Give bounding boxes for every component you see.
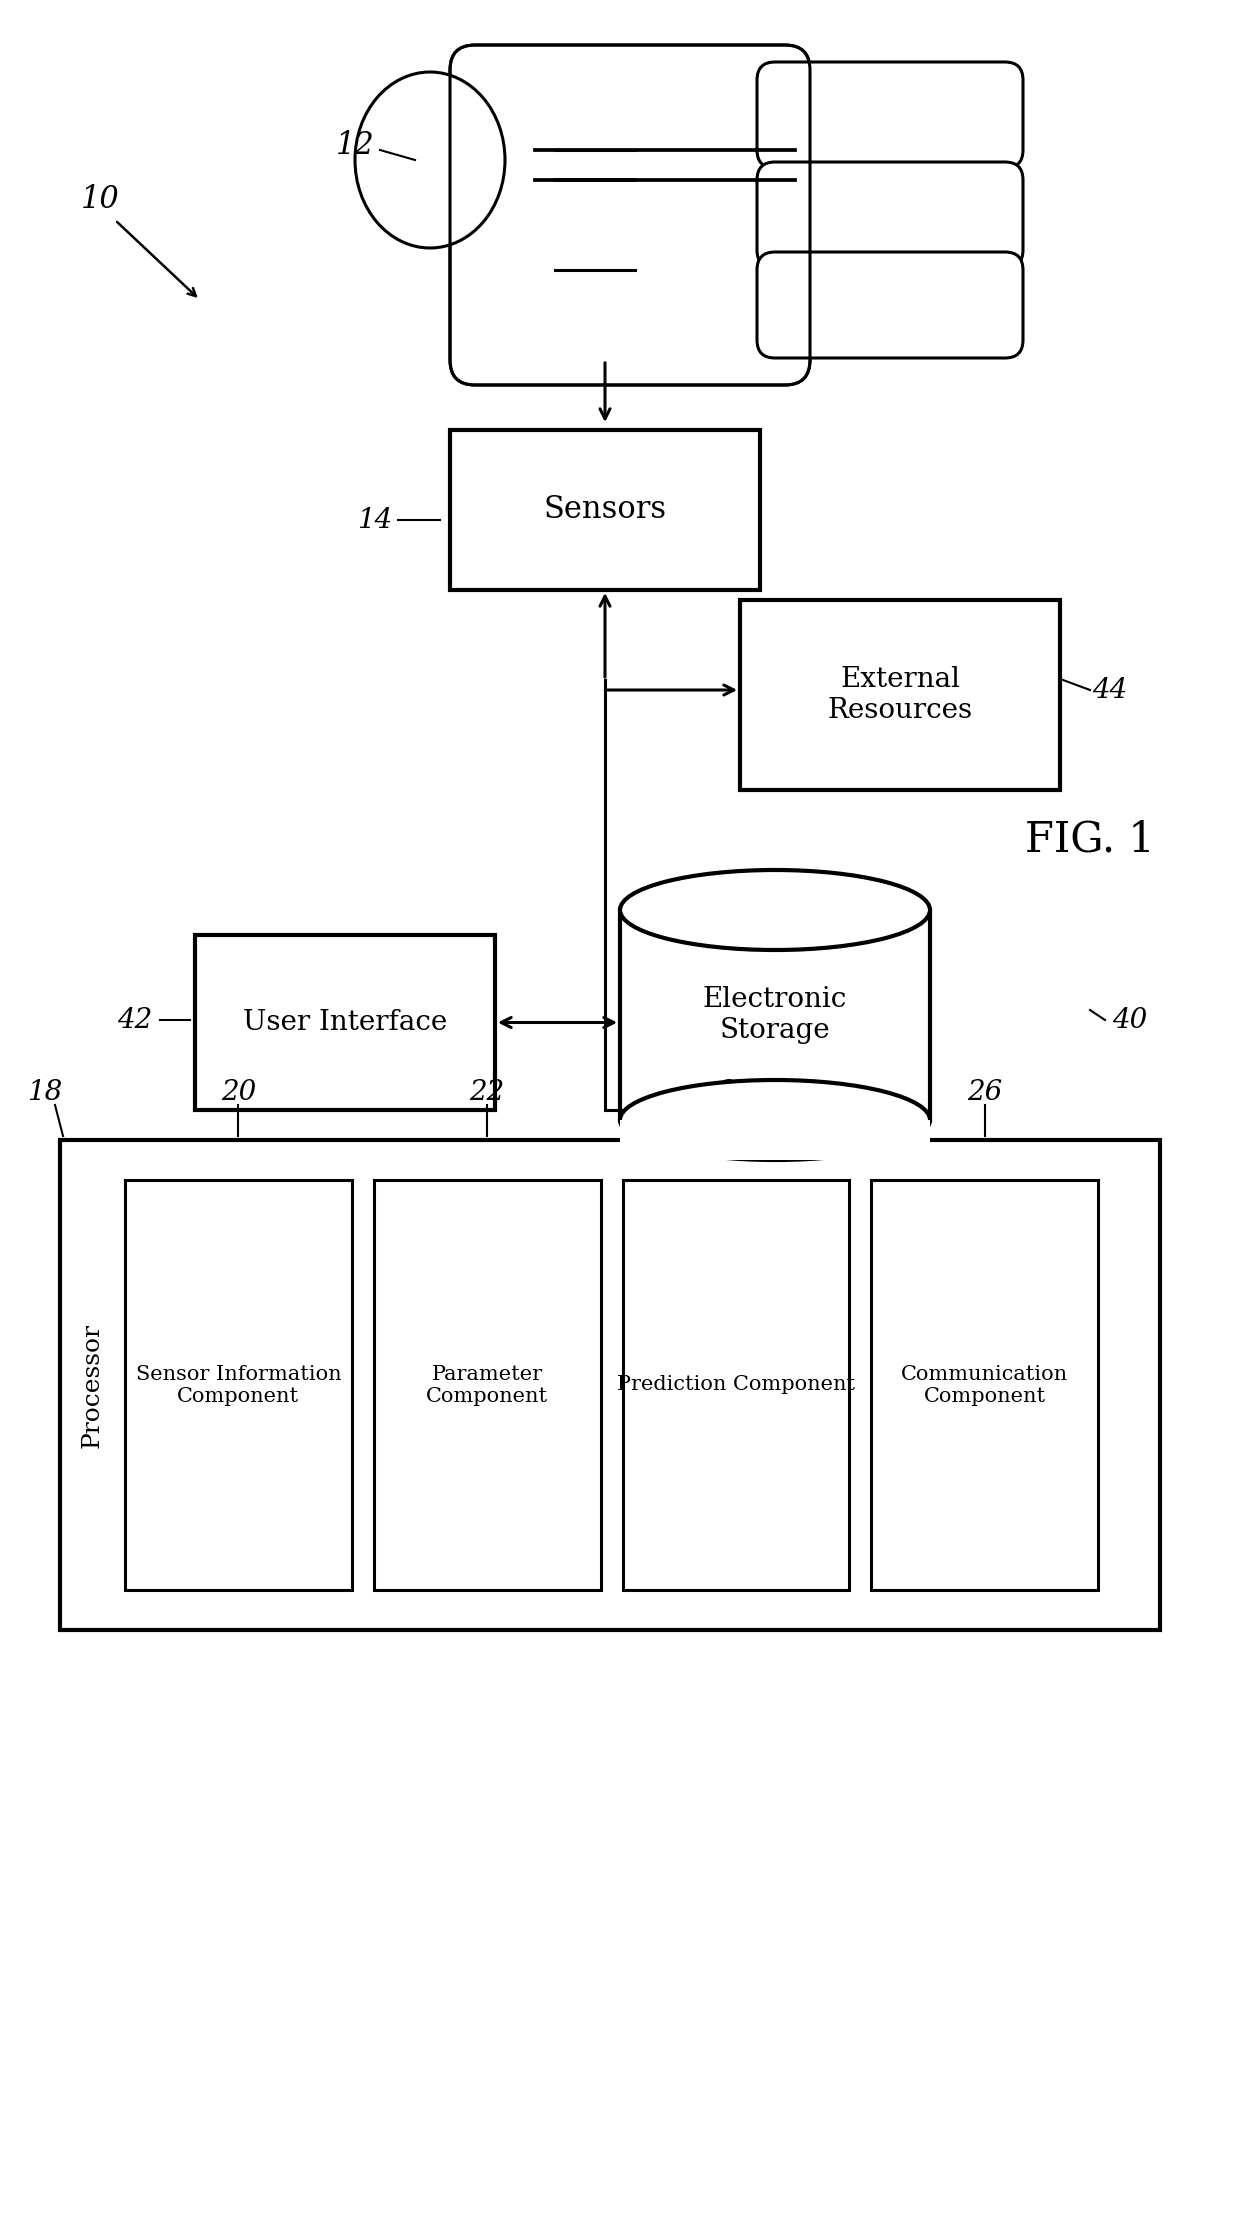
- Text: 20: 20: [221, 1079, 255, 1106]
- Text: Communication
Component: Communication Component: [901, 1365, 1068, 1405]
- Text: 44: 44: [1092, 677, 1127, 704]
- Text: 18: 18: [27, 1079, 63, 1106]
- Text: 26: 26: [967, 1079, 1002, 1106]
- Text: Sensor Information
Component: Sensor Information Component: [135, 1365, 341, 1405]
- Bar: [450, 431, 760, 591]
- Ellipse shape: [622, 872, 928, 948]
- Bar: [373, 1181, 600, 1590]
- Ellipse shape: [355, 71, 505, 249]
- Ellipse shape: [620, 1079, 930, 1161]
- Bar: [740, 599, 1060, 790]
- Bar: [620, 910, 930, 1121]
- Text: 10: 10: [81, 184, 119, 215]
- Text: Electronic
Storage: Electronic Storage: [703, 986, 847, 1043]
- Bar: [60, 1141, 1159, 1629]
- FancyBboxPatch shape: [450, 44, 810, 384]
- Text: User Interface: User Interface: [243, 1010, 448, 1037]
- Ellipse shape: [620, 870, 930, 950]
- Bar: [480, 75, 780, 355]
- Text: Prediction Component: Prediction Component: [616, 1376, 854, 1394]
- Bar: [622, 1181, 849, 1590]
- FancyBboxPatch shape: [756, 253, 1023, 357]
- FancyBboxPatch shape: [756, 62, 1023, 169]
- Text: Processor: Processor: [81, 1323, 103, 1447]
- Bar: [620, 1121, 930, 1161]
- Text: 40: 40: [1112, 1006, 1148, 1035]
- Text: 24: 24: [718, 1079, 754, 1106]
- Text: FIG. 1: FIG. 1: [1025, 819, 1154, 861]
- Bar: [125, 1181, 352, 1590]
- Text: Sensors: Sensors: [543, 495, 667, 526]
- Text: 12: 12: [336, 129, 374, 160]
- Text: 42: 42: [118, 1006, 153, 1035]
- Bar: [195, 935, 495, 1110]
- Text: 14: 14: [357, 506, 393, 533]
- Text: External
Resources: External Resources: [827, 666, 972, 724]
- Text: 22: 22: [470, 1079, 505, 1106]
- Bar: [872, 1181, 1097, 1590]
- FancyBboxPatch shape: [756, 162, 1023, 269]
- Text: Parameter
Component: Parameter Component: [427, 1365, 548, 1405]
